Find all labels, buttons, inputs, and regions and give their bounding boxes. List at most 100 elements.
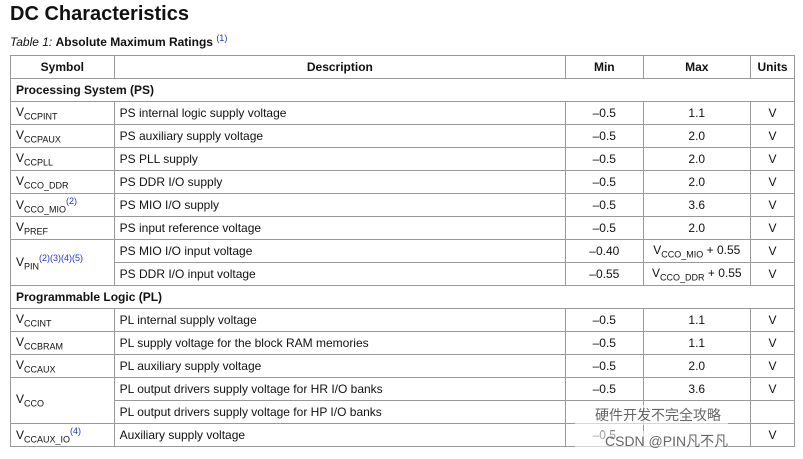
units-cell: V [750,193,795,217]
table-row: VCCAUX PL auxiliary supply voltage –0.5 2.0… [10,354,795,378]
table-row: VCCO PL output drivers supply voltage for… [10,377,795,424]
min-cell: –0.5 [565,377,644,401]
column-header: Description [113,55,567,79]
symbol-cell: VCCPAUX [10,124,115,148]
symbol-base: V [651,265,660,280]
table-row: VCCPINT PS internal logic supply voltage –… [10,101,795,125]
max-cell: 2.0 [642,216,752,240]
table-row: VCCO_DDR PS DDR I/O supply –0.5 2.0 V [10,170,795,194]
caption-title: Absolute Maximum Ratings [55,35,213,49]
section-title: Programmable Logic (PL) [10,285,795,309]
max-cell: 1.1 [642,308,752,332]
units-cell: V [750,262,795,286]
table-row: VCCPLL PS PLL supply –0.5 2.0 V [10,147,795,171]
symbol-base: V [16,219,25,234]
symbol-cell: VCCPINT [10,101,115,125]
section-title: Processing System (PS) [10,78,795,102]
units-cell: V [750,170,795,194]
description-cell: PS DDR I/O input voltage [113,262,567,286]
description-cell: PS input reference voltage [113,216,567,240]
min-cell: –0.5 [565,170,644,194]
max-cell: VCCO_MIO + 0.55 [642,239,752,263]
table-row: VPIN(2)(3)(4)(5) PS MIO I/O input voltage… [10,239,795,286]
symbol-tail: + 0.55 [703,242,741,257]
symbol-sub: PIN [24,261,40,272]
units-cell: V [750,354,795,378]
max-cell: 2.0 [642,124,752,148]
units-cell: V [750,377,795,401]
table-row: PS DDR I/O input voltage –0.55 VCCO_DDR + … [11,262,795,286]
symbol-base: V [16,197,25,212]
max-cell: 1.1 [642,331,752,355]
symbol-tail: + 0.55 [704,265,742,280]
symbol-cell: VCCO_MIO(2) [10,193,115,217]
table-row: VCCPAUX PS auxiliary supply voltage –0.5 2.… [10,124,795,148]
column-header: Units [750,55,795,79]
symbol-base: V [16,127,25,142]
symbol-cell: VCCAUX [10,354,115,378]
min-cell: –0.5 [565,354,644,378]
symbol-sub: PREF [24,226,49,237]
symbol-base: V [16,427,25,442]
table-row: VCCINT PL internal supply voltage –0.5 1.1 V [10,308,795,332]
symbol-sub: CCPLL [24,157,54,168]
symbol-base: V [16,357,25,372]
symbol-sub: CCBRAM [24,341,64,352]
symbol-cell: VPIN(2)(3)(4)(5) [10,239,115,286]
units-cell: V [750,308,795,332]
heading: DC Characteristics [10,3,189,25]
symbol-cell: VPREF [10,216,115,240]
symbol-base: V [16,104,25,119]
min-cell: –0.55 [565,262,644,286]
symbol-cell: VCCBRAM [10,331,115,355]
description-cell: PS DDR I/O supply [113,170,567,194]
symbol-sub: CCO_MIO [661,249,704,260]
table-row: VCCO_MIO(2) PS MIO I/O supply –0.5 3.6 V [10,193,795,217]
ratings-table: Symbol Description Min Max Units Processing S… [10,55,795,447]
caption: Table 1: Absolute Maximum Ratings (1) [10,33,227,49]
min-cell: –0.5 [565,308,644,332]
min-cell: –0.40 [565,239,644,263]
watermark-line: CSDN @PIN凡不凡 [575,431,729,451]
units-cell: V [750,124,795,148]
table-row: VCCBRAM PL supply voltage for the block R… [10,331,795,355]
symbol-sub: CCO_DDR [24,180,69,191]
symbol-base: V [653,242,662,257]
max-cell: 1.1 [642,101,752,125]
description-cell: PL auxiliary supply voltage [113,354,567,378]
symbol-sub: CCO_DDR [660,272,705,283]
description-cell: PL output drivers supply voltage for HR … [113,377,567,401]
max-cell: 2.0 [642,147,752,171]
units-cell: V [750,101,795,125]
units-cell: V [750,147,795,171]
symbol-sub: CCPAUX [24,134,61,145]
description-cell: PL internal supply voltage [113,308,567,332]
units-cell [750,400,795,424]
symbol-sub: CCPINT [24,111,58,122]
symbol-base: V [16,150,25,165]
symbol-cell: VCCINT [10,308,115,332]
description-cell: PS auxiliary supply voltage [113,124,567,148]
symbol-note: (4) [70,425,82,436]
min-cell: –0.5 [565,216,644,240]
watermark: 硬件开发不完全攻略 CSDN @PIN凡不凡 [575,405,729,451]
symbol-base: V [16,392,25,407]
symbol-base: V [16,255,25,270]
description-cell: PS MIO I/O input voltage [113,239,567,263]
table-row: VPREF PS input reference voltage –0.5 2.0 V [10,216,795,240]
symbol-sub: CCAUX_IO [24,434,71,445]
description-cell: PS internal logic supply voltage [113,101,567,125]
min-cell: –0.5 [565,101,644,125]
units-cell: V [750,331,795,355]
symbol-note: (2)(3)(4)(5) [39,253,84,264]
units-cell: V [750,216,795,240]
column-header: Min [565,55,644,79]
watermark-line: 硬件开发不完全攻略 [575,405,729,425]
max-cell: 3.6 [642,193,752,217]
max-cell: 2.0 [642,354,752,378]
symbol-base: V [16,173,25,188]
units-cell: V [750,423,795,447]
header-row: Symbol Description Min Max Units [10,55,795,79]
column-header: Max [642,55,752,79]
